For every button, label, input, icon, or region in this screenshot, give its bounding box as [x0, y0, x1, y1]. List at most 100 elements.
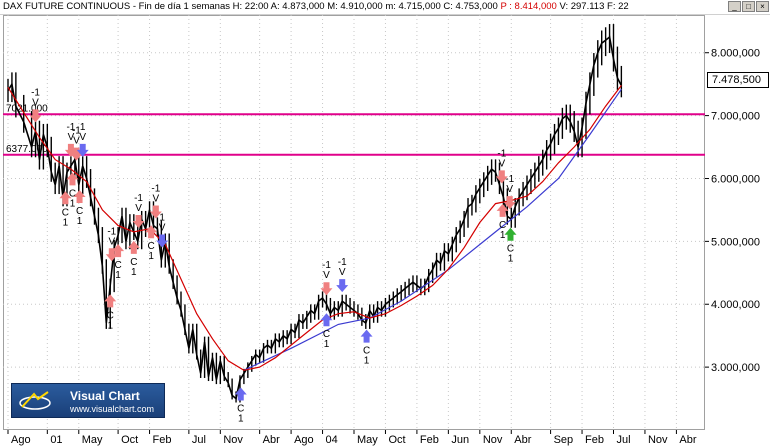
signal-up-arrow [320, 313, 333, 327]
signal-label: C [69, 188, 76, 199]
signal-label: 1 [148, 251, 154, 262]
x-tick-label: Ago [11, 434, 31, 446]
x-tick-label: 04 [326, 434, 338, 446]
title-segment: P : 8.414,000 [500, 1, 560, 12]
x-tick-label: Feb [153, 434, 172, 446]
x-tick-label: Jun [451, 434, 469, 446]
signal-up-arrow [234, 387, 247, 401]
signal-label: V [73, 136, 80, 147]
signal-label: C [323, 329, 330, 340]
level-label: 6377.000 [6, 144, 48, 155]
logo-name: Visual Chart [70, 389, 140, 403]
signal-label: -1 [31, 87, 40, 98]
signal-down-arrow [336, 279, 349, 293]
signal-down-arrow [320, 282, 333, 296]
signal-label: C [130, 257, 137, 268]
visualchart-logo: Visual Chart www.visualchart.com [11, 383, 165, 418]
signal-label: -1 [151, 184, 160, 195]
x-axis: Ago 01 May Oct Feb Jul Nov Abr Ago 04 May Oct Feb Jun… [7, 430, 697, 446]
x-tick-label: Ago [294, 434, 314, 446]
title-text: DAX FUTURE CONTINUOUS - Fin de día 1 sem… [3, 1, 629, 12]
signal-label: 1 [238, 413, 244, 424]
signal-label: V [79, 132, 86, 143]
signal-label: -1 [338, 257, 347, 268]
y-tick-label: 6.000,000 [711, 173, 760, 185]
title-segment: V: 297.113 [559, 1, 608, 12]
signal-label: 1 [159, 212, 165, 223]
price-line [7, 35, 623, 401]
signal-label: C [76, 206, 83, 217]
signal-label: C [107, 310, 114, 321]
y-tick-label: 3.000,000 [711, 362, 760, 374]
signal-label: -1 [72, 126, 81, 137]
signal-label: -1 [107, 226, 116, 237]
signal-up-arrow [504, 227, 517, 241]
signal-label: -1 [134, 193, 143, 204]
signal-label: -1 [497, 148, 506, 159]
signal-label: -1 [505, 174, 514, 185]
signal-label: 1 [63, 217, 69, 228]
y-tick-label: 4.000,000 [711, 299, 760, 311]
signal-label: C [363, 346, 370, 357]
signal-label: 1 [508, 254, 514, 265]
moving-averages [7, 85, 622, 371]
title-segment: M: 4.910,000 [327, 1, 386, 12]
signal-label: 1 [115, 270, 121, 281]
chart-grid [3, 15, 705, 430]
signal-markers: -1V-1V-1V1VC1C1C1-1V-1V-1V1VC1C1C1C1C1-1… [29, 87, 517, 424]
signal-down-arrow [64, 143, 77, 157]
signal-label: 1 [80, 122, 86, 133]
title-bar: DAX FUTURE CONTINUOUS - Fin de día 1 sem… [0, 0, 770, 15]
signal-up-arrow [73, 190, 86, 203]
signal-label: 1 [500, 230, 506, 241]
close-button[interactable]: × [756, 1, 769, 12]
logo-mark-icon [19, 391, 51, 410]
signal-label: 1 [131, 267, 137, 278]
signal-label: 1 [107, 320, 113, 331]
signal-up-arrow [360, 329, 373, 343]
x-tick-label: Feb [585, 434, 604, 446]
signal-down-arrow [105, 248, 118, 262]
x-tick-label: 01 [50, 434, 62, 446]
x-tick-label: May [357, 434, 378, 446]
y-tick-label: 7.000,000 [711, 111, 760, 123]
last-price-box: 7.478,500 [707, 72, 769, 88]
signal-up-arrow [59, 191, 72, 205]
x-tick-label: Abr [514, 434, 531, 446]
signal-down-arrow [29, 109, 42, 123]
x-tick-label: Nov [223, 434, 243, 446]
y-tick-label: 8.000,000 [711, 48, 760, 60]
signal-label: -1 [322, 260, 331, 271]
logo-url: www.visualchart.com [70, 404, 155, 414]
signal-label: C [62, 207, 69, 218]
x-tick-label: Jul [192, 434, 206, 446]
signal-up-arrow [104, 294, 117, 308]
signal-label: C [114, 260, 121, 271]
title-segment: F: 22 [607, 1, 629, 12]
signal-label: V [323, 270, 330, 281]
x-tick-label: Oct [121, 434, 138, 446]
x-tick-label: Nov [483, 434, 503, 446]
signal-label: 1 [364, 356, 370, 367]
signal-down-arrow [503, 196, 516, 210]
signal-label: V [108, 236, 115, 247]
minimize-button[interactable]: _ [728, 1, 741, 12]
signal-label: 1 [324, 339, 330, 350]
title-segment: m: 4.715,000 [385, 1, 444, 12]
level-label: 7021.000 [6, 103, 48, 114]
signal-up-arrow [127, 240, 140, 254]
signal-label: V [68, 132, 75, 143]
title-segment: DAX FUTURE CONTINUOUS - Fin de día 1 sem… [3, 1, 233, 12]
signal-label: V [506, 184, 513, 195]
signal-up-arrow [112, 244, 125, 258]
maximize-button[interactable]: □ [742, 1, 755, 12]
x-tick-label: Feb [420, 434, 439, 446]
x-tick-label: May [82, 434, 103, 446]
y-tick-label: 5.000,000 [711, 236, 760, 248]
signal-up-arrow [496, 203, 509, 217]
signal-label: C [148, 241, 155, 252]
x-tick-label: Sep [554, 434, 574, 446]
ma-red-line [7, 85, 622, 371]
